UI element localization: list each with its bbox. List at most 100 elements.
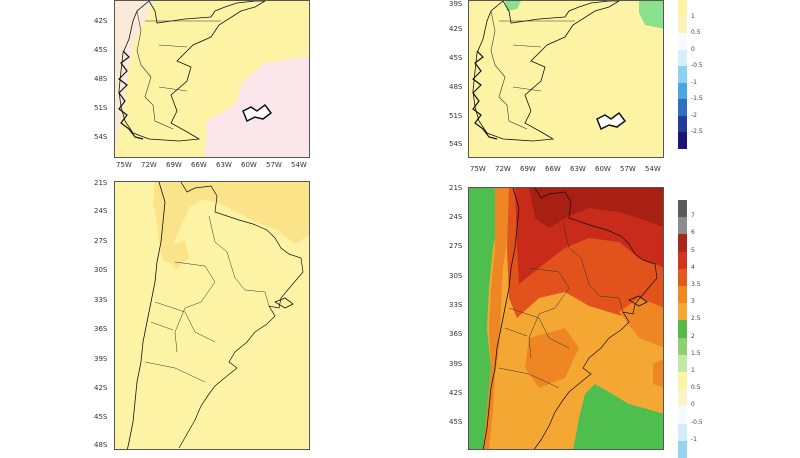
lat-label: 36S: [449, 330, 463, 338]
province-borders: [498, 221, 624, 389]
map-panel-top-right: [468, 0, 664, 158]
lon-label: 54W: [291, 161, 307, 169]
lat-label: 42S: [449, 25, 463, 33]
lat-label: 33S: [94, 296, 108, 304]
shade-region-central-deep: [525, 328, 579, 388]
lat-label: 27S: [449, 242, 463, 250]
colorbar-swatch: [678, 217, 687, 235]
colorbar-label: 3.5: [691, 281, 701, 288]
map-top-right-svg: [469, 1, 663, 157]
lat-label: 51S: [94, 104, 108, 112]
lon-label: 63W: [216, 161, 232, 169]
colorbar-swatch: [678, 320, 687, 338]
map-panel-bottom-right: [468, 187, 664, 450]
colorbar-label: -0.5: [691, 62, 703, 69]
map-bottom-left-svg: [115, 182, 309, 449]
colorbar-label: 6: [691, 229, 695, 237]
colorbar-swatch: [678, 82, 687, 99]
lat-label: 48S: [449, 83, 463, 91]
lon-label: 69W: [520, 165, 536, 173]
colorbar-label: 4: [691, 263, 695, 271]
colorbar-swatch: [678, 200, 687, 218]
coastline-chile-fjords: [472, 50, 498, 140]
lon-label: 54W: [645, 165, 661, 173]
colorbar-label: 1: [691, 367, 695, 374]
shade-region-pacific: [115, 1, 153, 151]
lon-label: 60W: [241, 161, 257, 169]
colorbar-label: -1: [691, 435, 697, 443]
colorbar-label: 3: [691, 298, 695, 306]
colorbar-label: 7: [691, 212, 695, 220]
lon-label: 75W: [116, 161, 132, 169]
lon-label: 57W: [620, 165, 636, 173]
lat-label: 48S: [94, 441, 108, 449]
colorbar-swatch: [678, 389, 687, 407]
coastline-pacific: [127, 182, 166, 449]
colorbar-label: 0.5: [691, 384, 701, 392]
lat-label: 27S: [94, 237, 108, 245]
colorbar-label: -0.5: [691, 418, 703, 426]
shade-region-pacific-green: [469, 188, 501, 449]
colorbar-label: 0.5: [691, 29, 701, 36]
province-borders: [499, 20, 575, 92]
colorbar-swatch: [678, 251, 687, 269]
lat-label: 54S: [94, 133, 108, 141]
colorbar-swatch: [678, 16, 687, 33]
colorbar-swatch: [678, 303, 687, 321]
lon-label: 69W: [166, 161, 182, 169]
shade-region-north: [153, 182, 309, 264]
lat-label: 30S: [94, 266, 108, 274]
lat-label: 45S: [449, 418, 463, 426]
lat-label: 30S: [449, 272, 463, 280]
lat-label: 39S: [449, 360, 463, 368]
lat-label: 51S: [449, 112, 463, 120]
lon-label: 60W: [595, 165, 611, 173]
colorbar-swatch: [678, 132, 687, 149]
shade-region-coast-orange: [483, 188, 509, 449]
shade-region-east-deep: [653, 359, 663, 388]
shade-region-south-green: [573, 384, 663, 449]
lat-label: 45S: [94, 413, 108, 421]
map-background: [469, 1, 663, 157]
colorbar-swatch: [678, 406, 687, 424]
shade-region-dark-red: [529, 188, 663, 228]
colorbar-swatch: [678, 337, 687, 355]
colorbar-label: -2: [691, 111, 697, 119]
falkland-islands: [596, 111, 627, 131]
lat-label: 42S: [94, 17, 108, 25]
colorbar-swatch: [678, 354, 687, 372]
lon-label: 57W: [266, 161, 282, 169]
lat-label: 21S: [94, 179, 108, 187]
lon-label: 72W: [141, 161, 157, 169]
map-panel-top-left: [114, 0, 310, 158]
border-argentina-chile: [136, 10, 174, 130]
colorbar-label: -2.5: [691, 128, 703, 135]
rio-de-la-plata: [628, 295, 648, 307]
shade-region-east-orange: [619, 298, 663, 348]
lon-label: 66W: [545, 165, 561, 173]
lat-label: 45S: [94, 46, 108, 54]
lat-label: 42S: [94, 384, 108, 392]
colorbar-swatch: [678, 99, 687, 116]
lat-label: 42S: [449, 389, 463, 397]
lat-label: 21S: [449, 184, 463, 192]
map-top-left-svg: [115, 1, 309, 157]
colorbar-label: 2: [691, 332, 695, 340]
lat-label: 24S: [94, 207, 108, 215]
shade-region-north: [505, 1, 521, 11]
colorbar-label: 1: [691, 12, 695, 20]
colorbar-swatch: [678, 372, 687, 390]
lat-label: 24S: [449, 213, 463, 221]
colorbar-label: 0: [691, 45, 695, 53]
border-argentina-chile: [490, 10, 528, 130]
colorbar-swatch: [678, 268, 687, 286]
lon-label: 75W: [470, 165, 486, 173]
colorbar-swatch: [678, 234, 687, 252]
province-borders: [145, 20, 221, 92]
map-bottom-right-svg: [469, 188, 663, 449]
colorbar-swatch: [678, 440, 687, 458]
lat-label: 54S: [449, 140, 463, 148]
colorbar-swatch: [678, 286, 687, 304]
lat-label: 48S: [94, 75, 108, 83]
falkland-islands: [242, 103, 273, 123]
